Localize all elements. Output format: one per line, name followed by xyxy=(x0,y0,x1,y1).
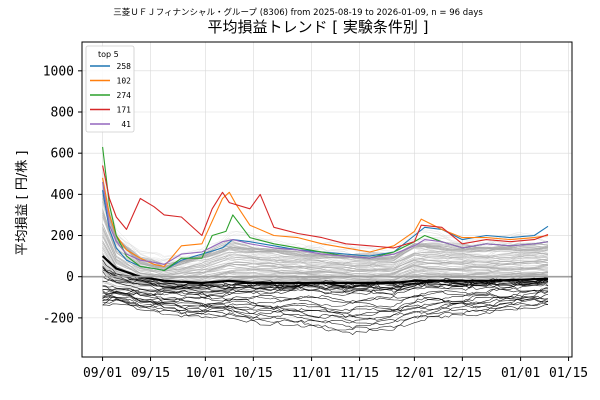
background-low-line xyxy=(102,298,549,323)
background-band-line xyxy=(102,227,548,275)
legend-box xyxy=(85,45,135,133)
y-axis-label: 平均損益 [ 円/株 ] xyxy=(15,151,30,256)
background-mean-line xyxy=(101,255,549,285)
y-tick-label: 600 xyxy=(51,147,74,162)
background-band-line xyxy=(102,223,549,276)
legend-label-171: 171 xyxy=(117,106,132,115)
background-band-line xyxy=(102,235,549,279)
x-tick-label: 11/01 xyxy=(292,366,331,381)
background-band-line xyxy=(102,260,549,287)
background-faint-line xyxy=(102,178,549,260)
background-band-line xyxy=(102,210,549,271)
background-band-line xyxy=(102,212,549,272)
plot-frame xyxy=(81,41,573,358)
background-low-line xyxy=(102,294,549,317)
background-band-line xyxy=(102,193,549,268)
background-band-line xyxy=(102,194,549,269)
legend-label-41: 41 xyxy=(121,120,131,129)
background-low-line xyxy=(102,290,549,311)
x-tick-label: 10/01 xyxy=(186,366,225,381)
y-tick-label: 0 xyxy=(66,270,74,285)
x-tick-label: 12/15 xyxy=(443,366,482,381)
background-faint-line xyxy=(102,172,549,262)
background-low-line xyxy=(102,303,549,335)
background-low-line xyxy=(102,281,549,299)
series-line-41 xyxy=(102,181,549,265)
x-tick-label: 09/01 xyxy=(83,366,122,381)
y-tick-label: -200 xyxy=(43,311,74,326)
y-axis: -200 0 200 400 600 800 1000 xyxy=(43,64,82,326)
background-band-line xyxy=(102,198,549,270)
background-band-line xyxy=(102,216,549,275)
background-low-line xyxy=(102,291,549,314)
background-band-line xyxy=(102,212,549,274)
background-band-line xyxy=(102,247,548,282)
legend-title: top 5 xyxy=(98,50,119,59)
background-band-line xyxy=(102,190,549,268)
background-series xyxy=(101,172,549,335)
legend-label-258: 258 xyxy=(117,62,132,71)
legend: top 5 258 102 274 171 41 xyxy=(85,45,135,133)
y-tick-label: 200 xyxy=(51,229,74,244)
series-line-171 xyxy=(102,165,549,249)
legend-label-102: 102 xyxy=(117,77,132,86)
x-axis: 09/01 09/15 10/01 10/15 11/01 11/15 12/01 12/15… xyxy=(83,357,588,381)
background-low-line xyxy=(102,295,549,321)
legend-label-274: 274 xyxy=(117,91,132,100)
y-tick-label: 1000 xyxy=(43,64,74,79)
background-low-line xyxy=(102,281,549,298)
background-low-line xyxy=(102,279,549,293)
background-low-line xyxy=(102,299,549,329)
x-tick-label: 01/15 xyxy=(549,366,588,381)
y-tick-label: 400 xyxy=(51,188,74,203)
background-low-line xyxy=(102,298,549,332)
x-tick-label: 10/15 xyxy=(234,366,273,381)
x-tick-label: 09/15 xyxy=(131,366,170,381)
chart-title: 平均損益トレンド [ 実験条件別 ] xyxy=(207,18,428,36)
background-band-line xyxy=(102,228,549,277)
x-tick-label: 12/01 xyxy=(395,366,434,381)
background-low-line xyxy=(102,282,549,296)
chart-suptitle: 三菱ＵＦＪフィナンシャル・グループ (8306) from 2025-08-19… xyxy=(113,7,483,18)
x-tick-label: 11/15 xyxy=(340,366,379,381)
series-line-102 xyxy=(102,177,549,267)
x-tick-label: 01/01 xyxy=(501,366,540,381)
background-band-line xyxy=(102,253,549,285)
background-low-line xyxy=(102,286,549,303)
y-tick-label: 800 xyxy=(51,106,74,121)
top-series-lines xyxy=(102,146,549,272)
